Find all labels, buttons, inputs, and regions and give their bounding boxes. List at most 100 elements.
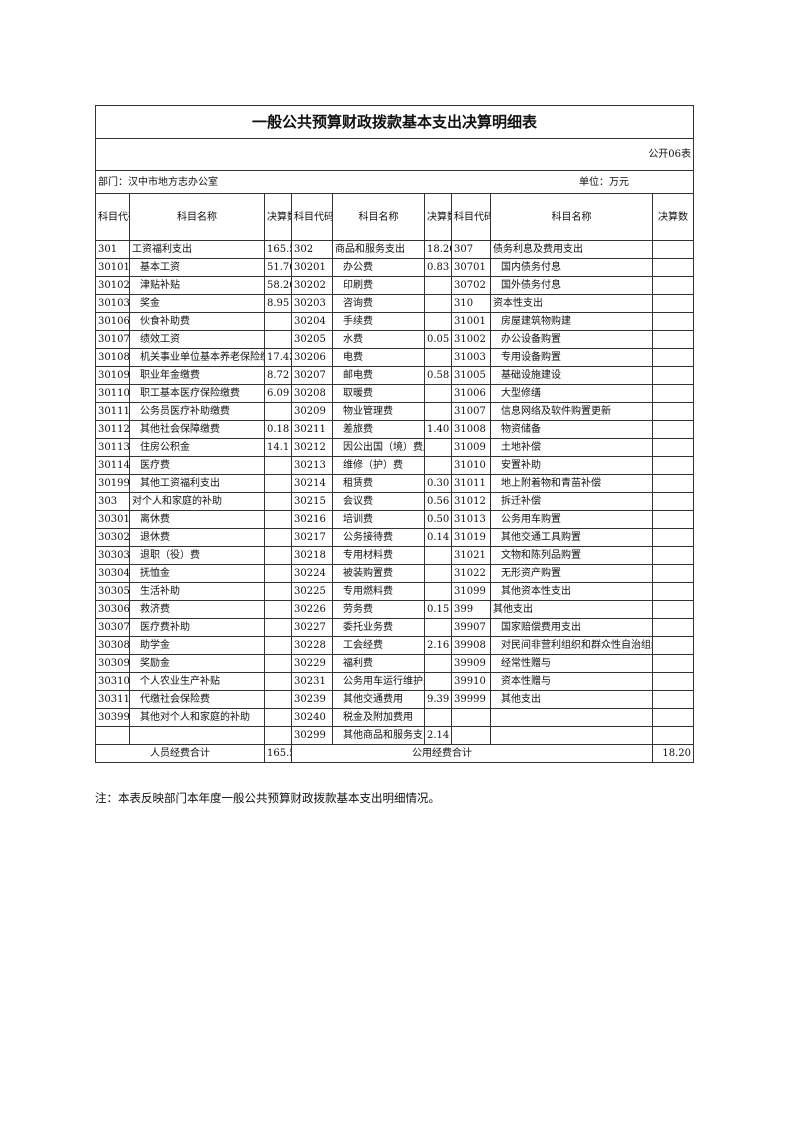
table-row: 30299 其他商品和服务支出 2.14 bbox=[95, 726, 695, 745]
column-header: 科目代码 bbox=[95, 193, 130, 241]
subject-name: 房屋建筑物购建 bbox=[490, 312, 653, 331]
subject-name: 工会经费 bbox=[332, 636, 425, 655]
subject-code: 31002 bbox=[451, 330, 491, 349]
table-row: 30110 职工基本医疗保险缴费 6.09 30208 取暖费 31006 大型修缮 bbox=[95, 384, 695, 403]
table-row: 30304 抚恤金 30224 被装购置费 31022 无形资产购置 bbox=[95, 564, 695, 583]
header-row: 科目代码科目名称决算数科目代码科目名称决算数科目代码科目名称决算数 bbox=[95, 193, 695, 241]
final-amount bbox=[651, 708, 695, 727]
final-amount bbox=[651, 564, 695, 583]
final-amount bbox=[651, 366, 695, 385]
final-amount bbox=[264, 690, 292, 709]
subject-name: 资本性赠与 bbox=[490, 672, 653, 691]
subject-name: 安置补助 bbox=[490, 456, 653, 475]
subject-name: 水费 bbox=[332, 330, 425, 349]
subject-name: 工资福利支出 bbox=[129, 240, 265, 259]
subject-name: 退职（役）费 bbox=[129, 546, 265, 565]
final-amount bbox=[424, 438, 452, 457]
final-amount bbox=[651, 330, 695, 349]
subject-name: 其他对个人和家庭的补助 bbox=[129, 708, 265, 727]
subject-code: 30304 bbox=[95, 564, 130, 583]
final-amount bbox=[651, 600, 695, 619]
subject-code: 30702 bbox=[451, 276, 491, 295]
subject-code: 301 bbox=[95, 240, 130, 259]
subject-code: 30240 bbox=[291, 708, 333, 727]
table-row: 30107 绩效工资 30205 水费 0.05 31002 办公设备购置 bbox=[95, 330, 695, 349]
subject-name: 取暖费 bbox=[332, 384, 425, 403]
table-row: 30103 奖金 8.95 30203 咨询费 310 资本性支出 bbox=[95, 294, 695, 313]
final-amount: 58.26 bbox=[264, 276, 292, 295]
subject-code: 30701 bbox=[451, 258, 491, 277]
personnel-total-value: 165.5 bbox=[264, 744, 292, 763]
subject-name: 退休费 bbox=[129, 528, 265, 547]
subject-code: 30111 bbox=[95, 402, 130, 421]
department-label: 部门：汉中市地方志办公室 bbox=[98, 176, 218, 188]
final-amount bbox=[264, 402, 292, 421]
table-row: 30113 住房公积金 14.1 30212 因公出国（境）费用 31009 土地补偿 bbox=[95, 438, 695, 457]
final-amount bbox=[651, 384, 695, 403]
subject-name: 租赁费 bbox=[332, 474, 425, 493]
subject-name: 差旅费 bbox=[332, 420, 425, 439]
final-amount bbox=[651, 672, 695, 691]
totals-row: 人员经费合计 165.5 公用经费合计 18.20 bbox=[95, 744, 695, 763]
subject-code: 30203 bbox=[291, 294, 333, 313]
final-amount bbox=[651, 654, 695, 673]
subject-code: 30215 bbox=[291, 492, 333, 511]
subject-name: 其他工资福利支出 bbox=[129, 474, 265, 493]
subject-name: 公务接待费 bbox=[332, 528, 425, 547]
final-amount bbox=[264, 654, 292, 673]
subject-name: 印刷费 bbox=[332, 276, 425, 295]
final-amount bbox=[651, 726, 695, 745]
final-amount bbox=[651, 438, 695, 457]
final-amount bbox=[651, 546, 695, 565]
table-row: 30311 代缴社会保险费 30239 其他交通费用 9.39 39999 其他支出 bbox=[95, 690, 695, 709]
subject-code: 30208 bbox=[291, 384, 333, 403]
final-amount bbox=[264, 330, 292, 349]
table-row: 30303 退职（役）费 30218 专用材料费 31021 文物和陈列品购置 bbox=[95, 546, 695, 565]
subject-code: 30212 bbox=[291, 438, 333, 457]
subject-code: 30305 bbox=[95, 582, 130, 601]
table-note: 注：本表反映部门本年度一般公共预算财政拨款基本支出明细情况。 bbox=[95, 791, 440, 805]
final-amount bbox=[424, 294, 452, 313]
subject-code: 30218 bbox=[291, 546, 333, 565]
subject-code: 31022 bbox=[451, 564, 491, 583]
subject-code: 31011 bbox=[451, 474, 491, 493]
subject-code: 30206 bbox=[291, 348, 333, 367]
subject-code bbox=[451, 708, 491, 727]
subject-name: 公务员医疗补助缴费 bbox=[129, 402, 265, 421]
subject-name: 住房公积金 bbox=[129, 438, 265, 457]
subject-code: 30309 bbox=[95, 654, 130, 673]
subject-code: 30302 bbox=[95, 528, 130, 547]
final-amount bbox=[264, 618, 292, 637]
subject-code bbox=[95, 726, 130, 745]
table-row: 30106 伙食补助费 30204 手续费 31001 房屋建筑物购建 bbox=[95, 312, 695, 331]
final-amount: 0.56 bbox=[424, 492, 452, 511]
public-total-value: 18.20 bbox=[651, 744, 695, 763]
table-row: 30114 医疗费 30213 维修（护）费 31010 安置补助 bbox=[95, 456, 695, 475]
final-amount bbox=[651, 456, 695, 475]
final-amount bbox=[424, 618, 452, 637]
final-amount bbox=[264, 312, 292, 331]
column-header: 科目代码 bbox=[451, 193, 491, 241]
final-amount: 2.14 bbox=[424, 726, 452, 745]
subject-name: 专用材料费 bbox=[332, 546, 425, 565]
table-row: 30302 退休费 30217 公务接待费 0.14 31019 其他交通工具购置 bbox=[95, 528, 695, 547]
final-amount bbox=[264, 492, 292, 511]
table-row: 30108机关事业单位基本养老保险缴费17.4330206电费 31003专用设备… bbox=[95, 348, 695, 367]
subject-name: 培训费 bbox=[332, 510, 425, 529]
subject-code: 30225 bbox=[291, 582, 333, 601]
final-amount bbox=[651, 276, 695, 295]
subject-name: 基本工资 bbox=[129, 258, 265, 277]
subject-code: 31012 bbox=[451, 492, 491, 511]
subject-code: 31007 bbox=[451, 402, 491, 421]
subject-code: 30214 bbox=[291, 474, 333, 493]
subject-code: 30224 bbox=[291, 564, 333, 583]
final-amount: 0.58 bbox=[424, 366, 452, 385]
subject-code: 30231 bbox=[291, 672, 333, 691]
subject-code: 30103 bbox=[95, 294, 130, 313]
table-row: 30112 其他社会保障缴费 0.18 30211 差旅费 1.40 31008 物资储备 bbox=[95, 420, 695, 439]
subject-code: 30213 bbox=[291, 456, 333, 475]
final-amount: 0.14 bbox=[424, 528, 452, 547]
subject-name: 无形资产购置 bbox=[490, 564, 653, 583]
subject-name: 地上附着物和青苗补偿 bbox=[490, 474, 653, 493]
